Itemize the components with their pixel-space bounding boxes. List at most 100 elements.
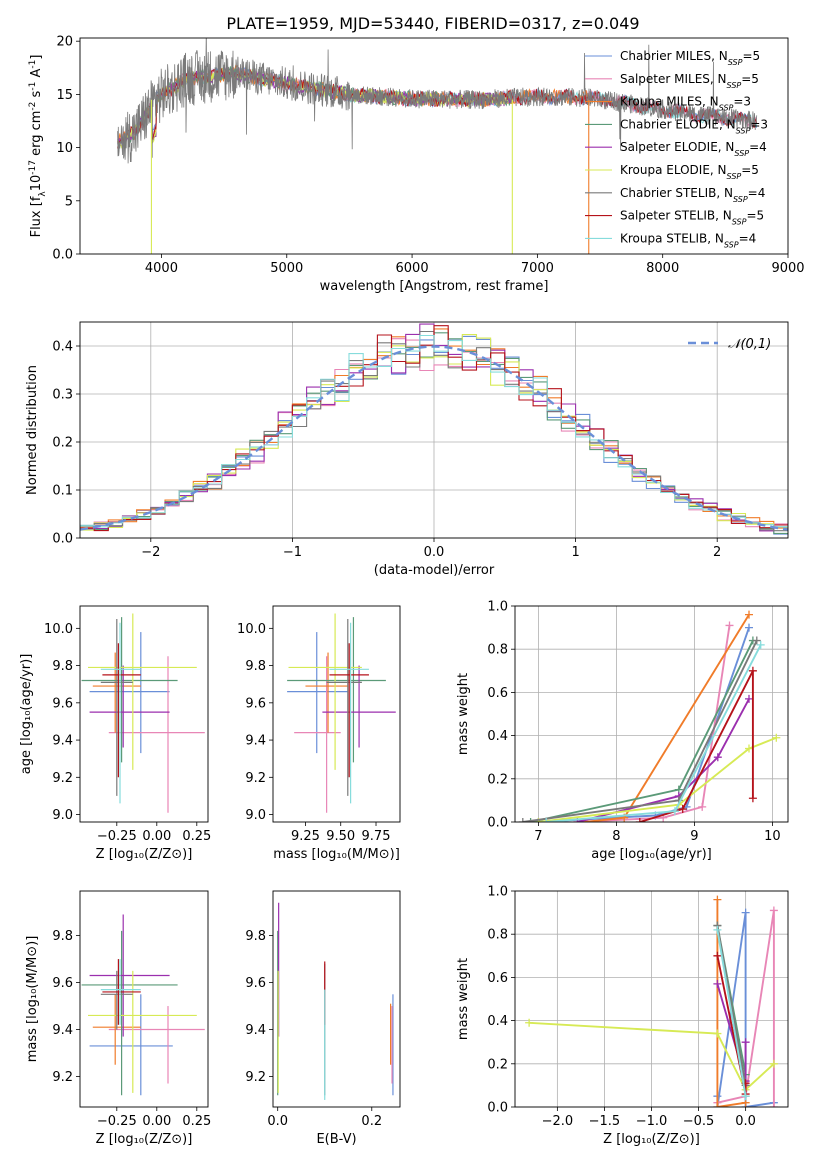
- marker-kroupa-elodie: [769, 1059, 778, 1068]
- marker-kroupa-stelib: [670, 807, 679, 816]
- mass-weight-line-chabrier-elodie: [530, 640, 754, 822]
- x-tick-label: 0.0: [267, 1114, 288, 1129]
- panel-mass_vs_ebv: 0.0 0.2 9.2 9.4 9.6 9.8 E(B-V): [245, 890, 401, 1147]
- y-tick-label: 0.2: [487, 1057, 508, 1072]
- marker-salpeter-elodie: [713, 753, 722, 762]
- axes-frame: [514, 890, 789, 1108]
- x-tick-label: 9.25: [291, 829, 320, 844]
- y-tick-label: 0.4: [487, 729, 508, 744]
- axes-frame: [514, 605, 789, 823]
- panel-mass_weight_vs_age: 7 8 9 10 0.0 0.2 0.4 0.6 0.8 1.0 age [log₁₀(age/yr…: [456, 600, 789, 862]
- y-tick-label: 0.8: [487, 928, 508, 943]
- x-tick-label: −1.5: [589, 1114, 621, 1129]
- marker-kroupa-stelib: [713, 925, 722, 934]
- y-tick-label: 9.2: [245, 771, 266, 786]
- plot-area: [277, 902, 394, 1100]
- plot-area: [525, 895, 778, 1107]
- x-tick-label: 1: [571, 545, 579, 560]
- plot-area: [518, 610, 781, 822]
- mass-weight-line-salpeter-miles: [717, 910, 775, 1107]
- x-axis-label: wavelength [Angstrom, rest frame]: [320, 279, 549, 294]
- x-tick-label: 7: [534, 829, 542, 844]
- marker-kroupa-elodie: [713, 1029, 722, 1038]
- legend-label-salpeter-miles: Salpeter MILES, NSSP=5: [620, 72, 759, 90]
- y-tick-label: 0.0: [52, 248, 73, 263]
- y-tick-label: 9.6: [52, 696, 73, 711]
- y-axis-label: mass weight: [456, 958, 471, 1040]
- legend-label-kroupa-miles: Kroupa MILES, NSSP=3: [620, 95, 751, 113]
- y-tick-label: 9.6: [245, 696, 266, 711]
- y-tick-label: 9.2: [52, 1070, 73, 1085]
- panel-age_vs_Z: −0.25 0.00 0.25 9.0 9.2 9.4 9.6 9.8 10.0 Z [log₁₀…: [19, 605, 211, 862]
- x-tick-label: −1: [283, 545, 302, 560]
- marker-kroupa-stelib: [756, 640, 765, 649]
- y-tick-label: 15: [56, 88, 73, 103]
- legend-label-kroupa-elodie: Kroupa ELODIE, NSSP=5: [620, 163, 759, 181]
- marker-chabrier-stelib: [518, 818, 527, 822]
- y-tick-label: 0.6: [487, 971, 508, 986]
- y-tick-label: 9.2: [52, 771, 73, 786]
- x-tick-label: −2.0: [542, 1114, 574, 1129]
- y-tick-label: 0.1: [52, 484, 73, 499]
- normal-reference-curve: [80, 345, 788, 531]
- y-tick-label: 0.0: [487, 1101, 508, 1116]
- y-tick-label: 10.0: [44, 622, 73, 637]
- marker-salpeter-miles: [769, 906, 778, 915]
- x-tick-label: −0.5: [683, 1114, 715, 1129]
- x-tick-label: 0.0: [735, 1114, 756, 1129]
- mass-weight-line-kroupa-elodie: [529, 1021, 775, 1092]
- x-tick-label: 0.25: [182, 1114, 211, 1129]
- histogram-kroupa-stelib: [80, 334, 788, 528]
- y-tick-label: 9.0: [52, 808, 73, 823]
- axes-frame: [79, 605, 209, 823]
- legend-label-salpeter-stelib: Salpeter STELIB, NSSP=5: [620, 209, 764, 227]
- x-tick-label: −0.25: [97, 1114, 137, 1129]
- x-tick-label: 2: [713, 545, 721, 560]
- legend-label-chabrier-elodie: Chabrier ELODIE, NSSP=3: [620, 117, 768, 135]
- x-tick-label: 8: [612, 829, 620, 844]
- marker-kroupa-miles: [713, 895, 722, 904]
- y-tick-label: 9.8: [52, 659, 73, 674]
- marker-chabrier-miles: [741, 908, 750, 917]
- x-tick-label: 4000: [145, 261, 178, 276]
- panel-mass_weight_vs_Z: −2.0 −1.5 −1.0 −0.5 0.0 0.0 0.2 0.4 0.6 0.8 1.0 Z […: [456, 885, 789, 1147]
- y-tick-label: 0.4: [487, 1014, 508, 1029]
- y-tick-label: 9.0: [245, 808, 266, 823]
- x-tick-label: 6000: [396, 261, 429, 276]
- legend-label-chabrier-stelib: Chabrier STELIB, NSSP=4: [620, 186, 765, 204]
- plot-area: [81, 613, 205, 813]
- y-tick-label: 9.4: [245, 1023, 266, 1038]
- y-tick-label: 0.2: [487, 772, 508, 787]
- x-axis-label: Z [log₁₀(Z/Z⊙)]: [96, 1132, 193, 1147]
- legend-label-chabrier-miles: Chabrier MILES, NSSP=5: [620, 49, 760, 67]
- marker-salpeter-stelib: [713, 951, 722, 960]
- panel-spectrum: 4000 5000 6000 7000 8000 9000 0.0 5 10 15 20 wavele…: [28, 35, 805, 294]
- y-tick-label: 10.0: [237, 622, 266, 637]
- plot-area: [80, 323, 788, 535]
- marker-kroupa-miles: [745, 610, 753, 619]
- y-tick-label: 0.0: [487, 816, 508, 831]
- y-tick-label: 0.3: [52, 388, 73, 403]
- x-axis-label: (data-model)/error: [374, 563, 495, 578]
- y-tick-label: 9.4: [52, 734, 73, 749]
- y-tick-label: 9.6: [245, 976, 266, 991]
- y-axis-label: Normed distribution: [25, 365, 40, 495]
- marker-salpeter-elodie: [713, 979, 722, 988]
- marker-kroupa-elodie: [525, 1018, 534, 1027]
- marker-kroupa-stelib: [741, 1092, 750, 1101]
- x-tick-label: 9000: [771, 261, 804, 276]
- x-tick-label: 9: [690, 829, 698, 844]
- axes-frame: [79, 321, 789, 539]
- x-tick-label: 0.25: [182, 829, 211, 844]
- y-axis-label: Flux [fλ10-17 erg cm-2 s-1 A-1]: [28, 55, 48, 238]
- axes-frame: [79, 37, 789, 255]
- x-tick-label: 0.2: [361, 1114, 382, 1129]
- legend-label-salpeter-elodie: Salpeter ELODIE, NSSP=4: [620, 140, 767, 158]
- y-tick-label: 0.0: [52, 532, 73, 547]
- y-tick-label: 1.0: [487, 885, 508, 900]
- x-tick-label: 10: [764, 829, 781, 844]
- mass-weight-line-kroupa-stelib: [716, 929, 747, 1097]
- marker-salpeter-elodie: [741, 1038, 750, 1047]
- axes-frame: [79, 890, 209, 1108]
